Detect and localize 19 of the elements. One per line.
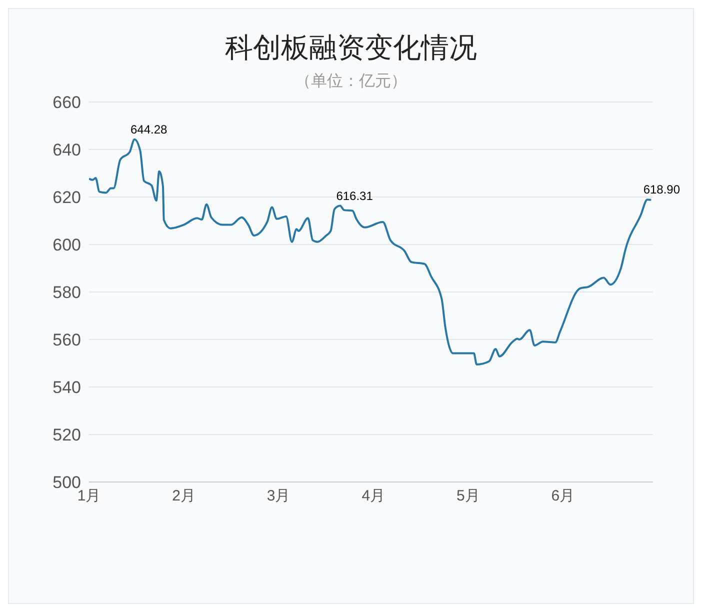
data-label: 616.31 [336,188,374,203]
y-tick-label: 540 [52,378,81,398]
chart-subtitle: （单位：亿元） [294,72,408,92]
y-tick-label: 600 [52,236,81,255]
chart-title: 科创板融资变化情况 [224,31,478,65]
x-tick-label: 3月 [266,488,290,505]
y-tick-label: 620 [52,188,81,208]
x-tick-label: 5月 [456,488,480,505]
y-tick-label: 580 [52,283,81,302]
y-tick-label: 640 [52,140,81,160]
y-tick-label: 560 [52,330,81,350]
y-tick-label: 520 [52,426,81,445]
x-tick-label: 2月 [172,488,196,505]
x-tick-label: 6月 [551,488,575,505]
y-tick-label: 660 [52,93,81,112]
x-tick-label: 1月 [77,488,101,505]
data-label: 618.90 [643,182,680,197]
x-tick-label: 4月 [362,488,386,505]
data-label: 644.28 [130,122,168,136]
